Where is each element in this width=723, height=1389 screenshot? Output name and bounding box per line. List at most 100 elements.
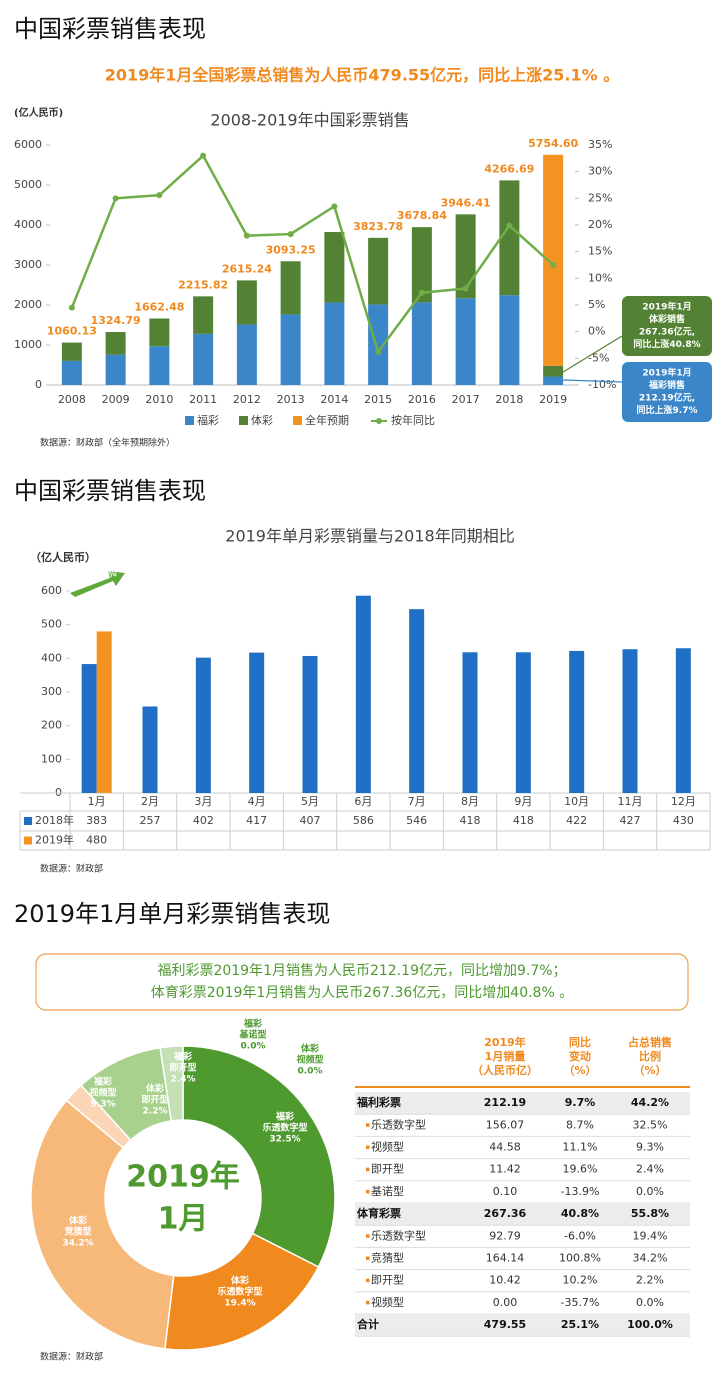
slice-label: 即开型 xyxy=(141,1094,168,1106)
line xyxy=(70,153,554,355)
source: 数据源：财政部 xyxy=(40,863,103,875)
source: 数据源：财政部 xyxy=(40,1351,103,1363)
table-cell: 11.1% xyxy=(563,1141,598,1154)
x-tick-label: 2017 xyxy=(452,393,480,406)
bar xyxy=(455,298,476,385)
line-marker xyxy=(243,232,250,239)
table-header: 比例 xyxy=(639,1049,661,1063)
total-label: 4266.69 xyxy=(484,162,534,175)
heading: 中国彩票销售表现 xyxy=(14,477,206,505)
y-tick-label: 200 xyxy=(41,719,62,732)
bar xyxy=(61,360,82,385)
table-cell: -6.0% xyxy=(564,1229,596,1242)
table-value: 417 xyxy=(246,814,267,827)
table-cell: 100.0% xyxy=(627,1318,673,1331)
table-cell: 55.8% xyxy=(631,1207,669,1220)
bar xyxy=(236,324,257,385)
chart-title: 2008-2019年中国彩票销售 xyxy=(210,111,409,130)
bar xyxy=(193,333,214,385)
row-name: 福利彩票 xyxy=(356,1095,401,1109)
donut-slice xyxy=(164,1232,320,1351)
table-value: 430 xyxy=(673,814,694,827)
slice-value: 2.2% xyxy=(143,1107,168,1117)
table-header: 1月销量 xyxy=(485,1049,526,1063)
legend-swatch xyxy=(24,817,32,825)
row-name: 竞猜型 xyxy=(371,1251,404,1265)
x-tick-label: 10月 xyxy=(564,795,589,808)
table-cell: 19.4% xyxy=(633,1229,668,1242)
total-label: 1060.13 xyxy=(47,325,97,338)
callout-text: 212.19亿元, xyxy=(639,392,695,404)
x-tick-label: 11月 xyxy=(618,795,643,808)
bar xyxy=(149,346,170,385)
source: 数据源：财政部（全年预期除外） xyxy=(40,437,175,449)
table-header: 2019年 xyxy=(484,1035,526,1049)
bar xyxy=(280,314,301,385)
bar xyxy=(368,304,389,385)
table-cell: 2.2% xyxy=(636,1274,664,1287)
table-cell: -13.9% xyxy=(561,1185,600,1198)
donut-slice xyxy=(30,1099,175,1350)
bullet xyxy=(366,1189,370,1194)
table-cell: 19.6% xyxy=(563,1163,598,1176)
table-cell: 100.8% xyxy=(559,1252,601,1265)
slice-label: 体彩 xyxy=(231,1275,249,1287)
bullet xyxy=(366,1278,370,1283)
line-marker xyxy=(68,304,75,311)
table-cell: 156.07 xyxy=(486,1118,525,1131)
x-tick-label: 2012 xyxy=(233,393,261,406)
bar xyxy=(411,227,432,303)
callout-text: 2019年1月 xyxy=(642,301,691,313)
y-tick-label: 600 xyxy=(41,584,62,597)
slice-value: 2.4% xyxy=(171,1075,196,1085)
bar xyxy=(622,649,638,793)
table-cell: 25.1% xyxy=(561,1318,599,1331)
table-cell: 9.3% xyxy=(636,1141,664,1154)
x-tick-label: 2010 xyxy=(145,393,173,406)
table-value: 407 xyxy=(300,814,321,827)
bar xyxy=(236,280,257,325)
x-tick-label: 5月 xyxy=(301,795,319,808)
chart-title: 2019年单月彩票销量与2018年同期相比 xyxy=(225,527,514,546)
slice-label: 视频型 xyxy=(296,1054,323,1066)
legend-label: 2019年 xyxy=(35,833,74,847)
legend-label: 福彩 xyxy=(197,413,219,427)
bar xyxy=(105,354,126,385)
y-tick-label: 6000 xyxy=(14,138,42,151)
x-tick-label: 2019 xyxy=(539,393,567,406)
legend-label: 全年预期 xyxy=(305,413,349,427)
table-cell: 11.42 xyxy=(489,1163,521,1176)
y2-tick-label: 15% xyxy=(588,245,612,258)
slice-label: 乐透数字型 xyxy=(217,1286,262,1298)
x-tick-label: 9月 xyxy=(514,795,532,808)
bar xyxy=(324,302,345,385)
bar xyxy=(499,180,520,296)
legend-swatch xyxy=(185,416,194,425)
table-cell: 479.55 xyxy=(484,1318,526,1331)
center-text: 1月 xyxy=(158,1202,209,1237)
y-tick-label: 2000 xyxy=(14,298,42,311)
y2-tick-label: -5% xyxy=(588,351,609,364)
line-marker xyxy=(200,152,207,159)
x-tick-label: 2016 xyxy=(408,393,436,406)
slice-label: 福彩 xyxy=(243,1018,262,1030)
row-name: 合计 xyxy=(357,1317,379,1331)
bar xyxy=(280,261,301,315)
table-cell: 9.7% xyxy=(565,1096,596,1109)
table-cell: 44.58 xyxy=(489,1141,521,1154)
slice-label: 即开型 xyxy=(169,1062,196,1074)
callout-text: 同比上涨40.8% xyxy=(633,338,700,350)
x-tick-label: 2008 xyxy=(58,393,86,406)
y2-tick-label: 10% xyxy=(588,271,612,284)
y-tick-label: 500 xyxy=(41,618,62,631)
bar xyxy=(455,214,476,299)
slice-label: 福彩 xyxy=(275,1111,294,1123)
total-label: 3946.41 xyxy=(441,196,491,209)
x-tick-label: 2013 xyxy=(277,393,305,406)
y2-tick-label: 30% xyxy=(588,165,612,178)
table-cell: 0.00 xyxy=(493,1296,518,1309)
callout-text: 体彩销售 xyxy=(649,313,685,325)
y-tick-label: 1000 xyxy=(14,338,42,351)
line-marker xyxy=(112,195,119,202)
y-tick-label: 4000 xyxy=(14,218,42,231)
